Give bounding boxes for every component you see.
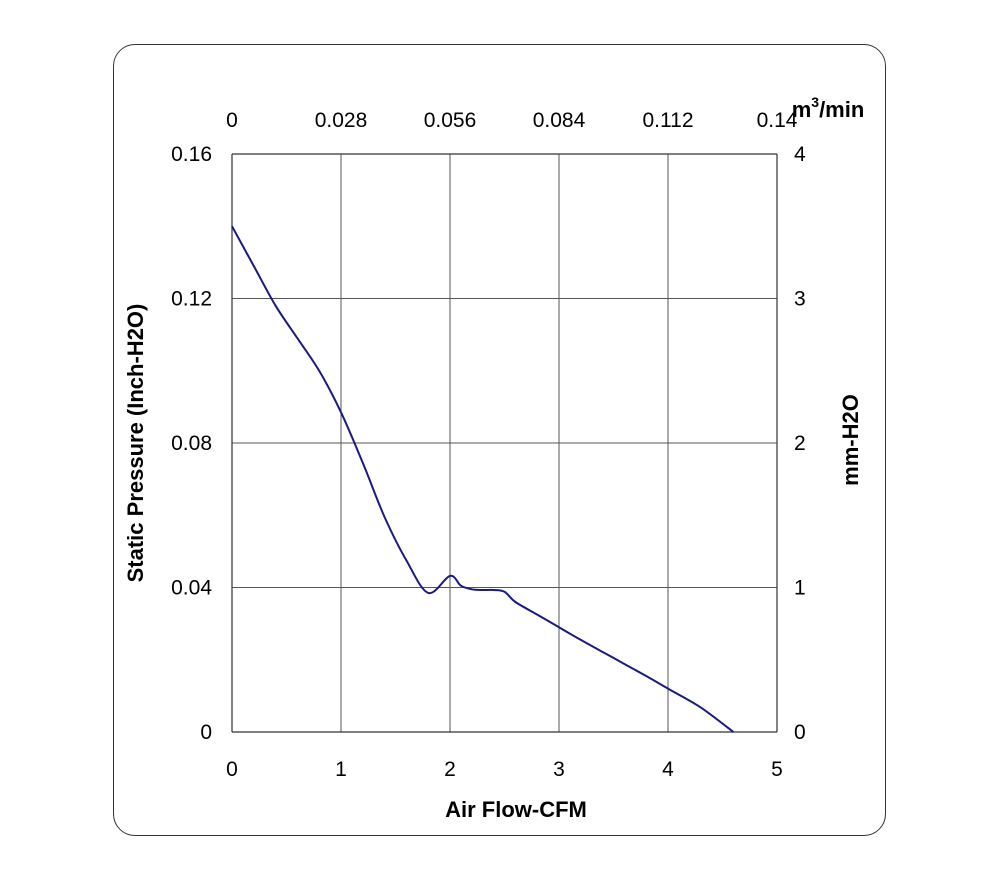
y-tick-label: 0.16	[171, 143, 212, 166]
y-axis-title: Static Pressure (Inch-H2O)	[123, 304, 148, 583]
x-tick-label: 0	[226, 758, 238, 781]
top-tick-label: 0.056	[424, 109, 477, 132]
top-axis-unit-base: m	[792, 97, 812, 122]
chart-frame	[113, 44, 886, 836]
x-tick-label: 1	[335, 758, 347, 781]
right-tick-label: 2	[794, 432, 806, 455]
series-layer	[231, 225, 735, 733]
x-tick-label: 4	[662, 758, 674, 781]
x-tick-label: 5	[771, 758, 783, 781]
y-tick-label: 0.04	[171, 577, 212, 600]
right-axis-title: mm-H2O	[838, 394, 863, 486]
right-tick-label: 1	[794, 577, 806, 600]
top-axis-unit-superscript: 3	[811, 94, 819, 110]
x-axis-title: Air Flow-CFM	[445, 797, 587, 822]
y-tick-label: 0.12	[171, 288, 212, 311]
grid	[232, 154, 777, 732]
top-tick-label: 0.028	[315, 109, 368, 132]
pressure-curve	[231, 225, 735, 733]
right-tick-label: 3	[794, 288, 806, 311]
plot-area	[231, 153, 778, 733]
top-tick-label: 0.112	[643, 109, 694, 132]
y-tick-label: 0.08	[171, 432, 212, 455]
x-tick-label: 2	[444, 758, 456, 781]
top-tick-label: 0.14	[757, 109, 798, 132]
top-axis-unit-rest: /min	[819, 97, 864, 122]
y-tick-label: 0	[200, 721, 212, 744]
right-tick-label: 4	[794, 143, 806, 166]
top-tick-label: 0.084	[533, 109, 586, 132]
right-tick-label: 0	[794, 721, 806, 744]
x-tick-label: 3	[553, 758, 565, 781]
tick-labels: 0 1 2 3 4 50 0.028 0.056 0.084 0.112 0.1400.040.08…	[171, 109, 806, 781]
top-tick-label: 0	[226, 109, 238, 132]
top-axis-unit: m3/min	[792, 94, 865, 122]
